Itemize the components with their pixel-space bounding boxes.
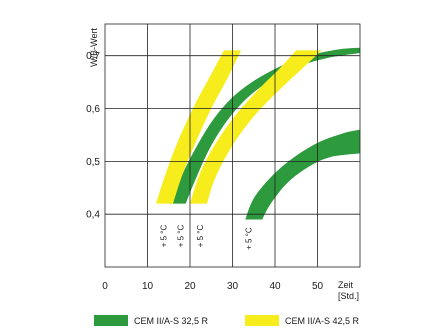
legend-swatch bbox=[94, 315, 128, 326]
series-2-band-2 bbox=[190, 50, 322, 204]
y-tick-label: 0,6 bbox=[86, 104, 100, 115]
temperature-annotation: + 5 °C bbox=[160, 225, 169, 248]
y-tick-label: 0,5 bbox=[86, 157, 100, 168]
tick-labels: 0 10 20 30 40 50 0,4 0,5 0,6 0,7 bbox=[86, 51, 323, 292]
legend-label: CEM II/A-S 42,5 R bbox=[285, 316, 360, 326]
series-1-band-2 bbox=[245, 129, 360, 220]
legend-label: CEM II/A-S 32,5 R bbox=[134, 316, 209, 326]
x-tick-label: 50 bbox=[312, 281, 324, 292]
legend-swatch bbox=[245, 315, 279, 326]
grid bbox=[104, 23, 361, 268]
series-2-band-1 bbox=[156, 50, 241, 204]
annotations: + 5 °C + 5 °C + 5 °C + 5 °C bbox=[160, 225, 254, 250]
x-tick-label: 10 bbox=[142, 281, 154, 292]
x-axis-unit: [Std.] bbox=[338, 291, 359, 301]
y-axis-label: W/B-Wert bbox=[89, 28, 99, 67]
y-tick-label: 0,7 bbox=[86, 51, 100, 62]
temperature-annotation: + 5 °C bbox=[196, 225, 205, 248]
temperature-annotation: + 5 °C bbox=[177, 225, 186, 248]
series-1-band-1 bbox=[168, 47, 360, 204]
legend: CEM II/A-S 32,5 R CEM II/A-S 42,5 R bbox=[94, 315, 360, 326]
x-tick-label: 0 bbox=[102, 281, 108, 292]
series-bands bbox=[156, 47, 360, 220]
plot-frame bbox=[104, 23, 361, 268]
y-tick-label: 0,4 bbox=[86, 210, 100, 221]
x-tick-label: 20 bbox=[184, 281, 196, 292]
temperature-annotation: + 5 °C bbox=[245, 227, 254, 250]
x-axis-label: Zeit bbox=[338, 280, 354, 290]
x-tick-label: 30 bbox=[227, 281, 239, 292]
x-tick-label: 40 bbox=[269, 281, 281, 292]
